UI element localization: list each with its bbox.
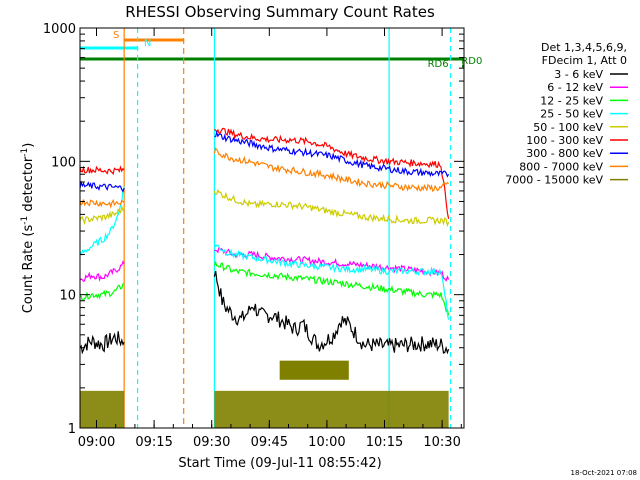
legend-label-8: 7000 - 15000 keV [505,174,603,187]
series-line-6-seg-0 [79,180,125,193]
x-tick-label-3: 09:45 [251,435,288,450]
y-tick-label-2: 100 [51,155,76,170]
series-layer [79,127,450,428]
legend-label-0: 3 - 6 keV [554,68,603,81]
olive-band-upper [279,360,349,380]
series-line-1-seg-1 [214,245,450,282]
footer-date: 18-Oct-2021 07:08 [571,469,637,477]
series-line-6-seg-1 [214,130,450,178]
series-line-3-seg-0 [79,186,125,256]
marker-label-0: S [113,30,119,41]
marker-label-3: RD6 [428,59,449,70]
series-line-7-seg-0 [79,198,125,209]
y-tick-label-0: 1 [68,422,76,437]
olive-band-0 [80,390,125,428]
x-tick-label-6: 10:30 [423,435,460,450]
series-line-1-seg-0 [79,260,125,283]
series-line-4-seg-0 [79,204,125,226]
observing-flag-markers: S N RD6 RD0 [80,28,482,428]
y-tick-label-1: 10 [59,289,76,304]
series-line-2-seg-0 [79,283,125,302]
series-line-3-seg-1 [213,243,450,320]
series-line-7-seg-1 [213,147,450,193]
chart-title: RHESSI Observing Summary Count Rates [125,3,435,21]
plot-frame [79,27,465,429]
marker-label-1: N [144,38,151,49]
legend-header-line-1: Det 1,3,4,5,6,9, [541,41,627,54]
x-tick-label-4: 10:00 [308,435,345,450]
x-tick-label-5: 10:15 [366,435,403,450]
y-axis: 1 10 100 1000 [43,22,464,437]
y-tick-label-3: 1000 [43,22,76,37]
marker-label-4: RD0 [461,56,482,67]
legend-label-3: 25 - 50 keV [540,108,603,121]
x-axis-label: Start Time (09-Jul-11 08:55:42) [178,456,381,471]
series-line-0-seg-1 [213,270,450,355]
series-line-4-seg-1 [213,188,450,228]
series-line-0-seg-0 [79,331,125,355]
series-line-5-seg-1 [214,127,450,220]
legend-header-line-2: FDecim 1, Att 0 [542,54,627,67]
y-axis-label: Count Rate (s-1 detector-1) [20,143,36,314]
legend-label-5: 100 - 300 keV [526,134,603,147]
series-line-5-seg-0 [79,165,125,176]
x-tick-label-0: 09:00 [78,435,115,450]
x-axis: 09:00 09:15 09:30 09:45 10:00 10:15 10:30 [78,28,462,450]
x-tick-label-1: 09:15 [135,435,172,450]
x-tick-label-2: 09:30 [193,435,230,450]
olive-band-1 [214,390,449,428]
legend-label-2: 12 - 25 keV [540,94,603,107]
legend-label-6: 300 - 800 keV [526,147,603,160]
legend-label-4: 50 - 100 keV [533,121,603,134]
series-line-2-seg-1 [213,260,450,316]
legend-label-7: 800 - 7000 keV [519,160,603,173]
legend-label-1: 6 - 12 keV [547,81,603,94]
